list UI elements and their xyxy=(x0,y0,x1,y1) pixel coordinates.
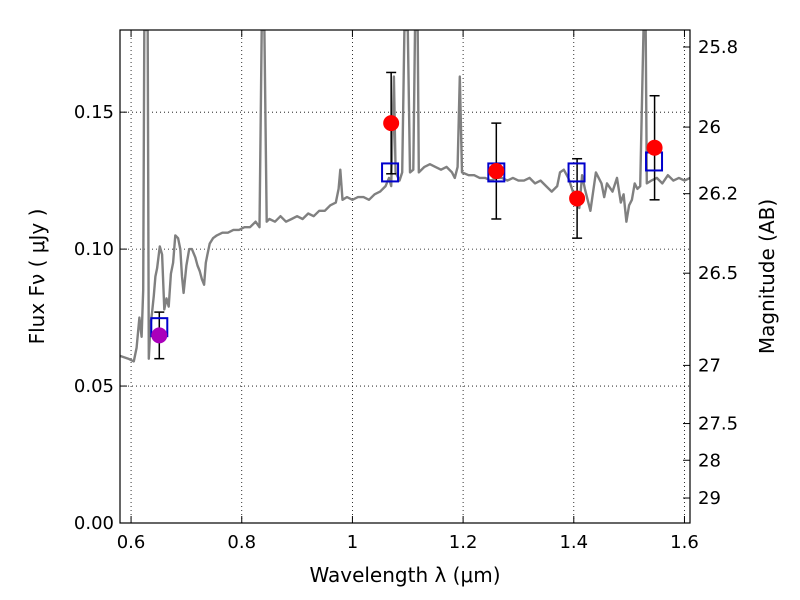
y2-tick-label: 29 xyxy=(698,488,721,509)
spectrum-layer xyxy=(120,30,690,363)
y-tick-label: 0.05 xyxy=(74,376,114,397)
observed-point xyxy=(151,327,168,344)
plot-frame xyxy=(119,29,691,524)
observed-point xyxy=(488,163,505,180)
y-axis-label: Flux Fν ( μJy ) xyxy=(25,209,49,345)
y-tick-label: 0.15 xyxy=(74,102,114,123)
model-photometry-squares xyxy=(150,151,664,338)
y2-tick-label: 27 xyxy=(698,355,721,376)
ticks xyxy=(120,30,690,524)
observed-points xyxy=(151,115,663,344)
x-tick-label: 1 xyxy=(347,532,358,553)
x-tick-label: 1.4 xyxy=(559,532,588,553)
tick-labels: 0.6 0.8 1 1.2 1.4 1.6 0.00 0.05 0.10 0.15 25.8 26 26… xyxy=(74,37,738,553)
y2-tick-label: 26 xyxy=(698,117,721,138)
error-bars xyxy=(154,71,660,360)
observed-point xyxy=(569,190,586,207)
y-tick-label: 0.00 xyxy=(74,513,114,534)
model-photometry-square xyxy=(381,162,400,183)
y2-axis-label: Magnitude (AB) xyxy=(755,199,779,354)
model-photometry-square xyxy=(567,162,586,183)
y2-tick-label: 28 xyxy=(698,450,721,471)
y2-tick-label: 25.8 xyxy=(698,37,738,58)
y-tick-label: 0.10 xyxy=(74,239,114,260)
y2-tick-label: 27.5 xyxy=(698,414,738,435)
model-spectrum-line xyxy=(120,30,690,363)
x-tick-label: 0.6 xyxy=(117,532,146,553)
y2-tick-label: 26.5 xyxy=(698,263,738,284)
observed-point xyxy=(646,139,663,156)
x-axis-label: Wavelength λ (μm) xyxy=(309,563,500,587)
observed-point xyxy=(383,115,400,132)
y2-tick-label: 26.2 xyxy=(698,184,738,205)
x-tick-label: 0.8 xyxy=(227,532,256,553)
x-tick-label: 1.6 xyxy=(670,532,699,553)
x-tick-label: 1.2 xyxy=(449,532,478,553)
